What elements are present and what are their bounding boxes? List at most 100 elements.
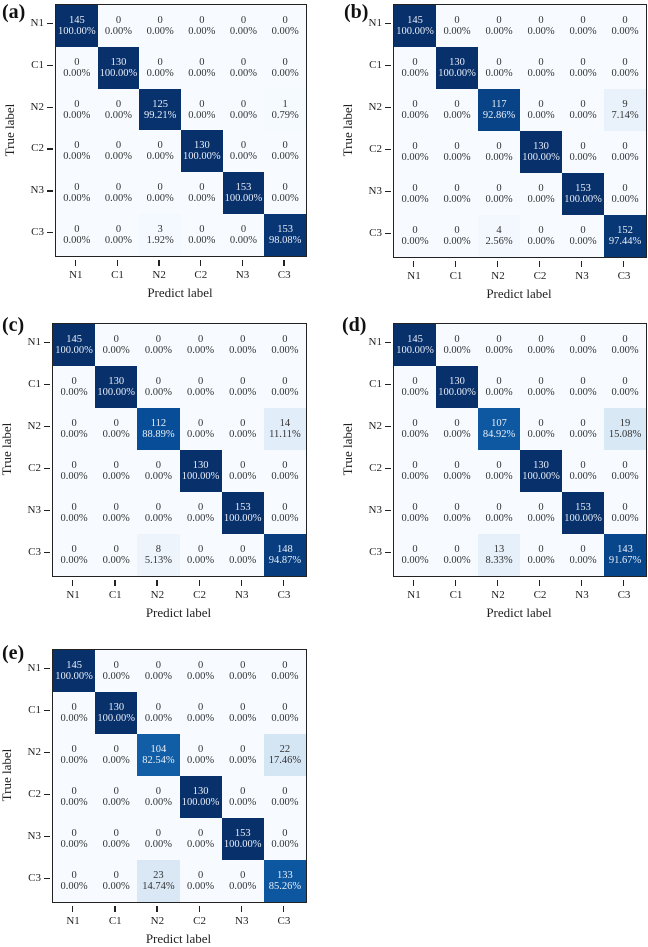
cell-count: 0 [412,544,418,555]
cell-percent: 0.00% [527,387,555,398]
cell-percent: 98.08% [268,235,302,247]
cell-count: 0 [282,140,288,152]
cell-count: 0 [157,182,163,194]
matrix-cell: 0 0.00% [53,692,96,734]
cell-percent: 100.00% [183,151,221,163]
cell-count: 0 [199,14,205,26]
matrix-cell: 0 0.00% [604,324,646,366]
matrix-cell: 130 100.00% [181,130,223,173]
y-tick-label: N3 [18,184,53,196]
cell-count: 130 [193,140,210,152]
matrix-cell: 0 0.00% [604,5,646,47]
matrix-cell: 0 0.00% [478,131,520,173]
matrix-cell: 112 88.89% [137,408,180,450]
cell-percent: 0.00% [229,151,258,163]
cell-count: 0 [155,786,162,797]
x-tick-label: N2 [144,260,174,281]
matrix-cell: 0 0.00% [436,173,478,215]
cell-percent: 0.00% [144,345,172,356]
heatmap-grid: 145 100.00% 0 0.00% 0 0.00% 0 0.00% 0 0.00% 0 0.00%… [394,324,646,576]
matrix-cell: 0 0.00% [137,492,180,534]
cell-count: 130 [192,786,209,797]
x-tick-label: N1 [399,261,429,282]
cell-percent: 0.00% [485,345,513,356]
cell-percent: 0.00% [271,513,299,524]
cell-count: 0 [197,870,204,881]
cell-percent: 0.00% [104,193,133,205]
cell-count: 0 [580,334,586,345]
cell-percent: 0.00% [443,26,471,37]
matrix-cell: 0 0.00% [221,450,264,492]
cell-count: 0 [240,418,246,429]
matrix-cell: 0 0.00% [221,776,264,818]
cell-percent: 0.00% [569,152,597,163]
cell-percent: 100.00% [522,152,560,163]
matrix-cell: 0 0.00% [520,89,562,131]
matrix-cell: 0 0.00% [53,860,96,902]
cell-percent: 0.00% [188,109,216,121]
y-tick-label: C2 [356,143,391,155]
matrix-cell: 0 0.00% [394,173,436,215]
cell-percent: 2.56% [485,236,513,247]
cell-percent: 0.00% [229,797,257,808]
x-tick-label: N3 [227,906,257,927]
cell-count: 0 [412,376,418,387]
matrix-cell: 0 0.00% [181,172,223,215]
matrix-cell: 0 0.00% [53,408,96,450]
matrix-cell: 0 0.00% [562,324,604,366]
matrix-cell: 0 0.00% [562,215,604,257]
y-tick-label: C3 [15,546,50,558]
cell-percent: 0.00% [485,68,513,79]
cell-percent: 8.33% [485,555,513,566]
matrix-cell: 130 100.00% [95,366,138,408]
cell-count: 0 [622,183,628,194]
cell-percent: 0.00% [443,345,471,356]
cell-percent: 0.00% [443,236,471,247]
heatmap-frame: 145 100.00% 0 0.00% 0 0.00% 0 0.00% 0 0.00% 0 0.00%… [393,4,647,258]
cell-percent: 0.00% [60,839,88,850]
heatmap-grid: 145 100.00% 0 0.00% 0 0.00% 0 0.00% 0 0.00% 0 0.00%… [56,5,306,256]
cell-percent: 0.00% [569,236,597,247]
cell-percent: 0.00% [144,387,172,398]
cell-percent: 0.00% [401,152,429,163]
cell-count: 0 [113,744,119,755]
matrix-cell: 0 0.00% [95,776,138,818]
matrix-cell: 145 100.00% [394,324,436,366]
cell-count: 0 [538,334,544,345]
matrix-cell: 13 8.33% [478,534,520,576]
y-tick-label: C3 [356,546,391,558]
cell-count: 145 [407,15,423,26]
cell-percent: 0.00% [443,429,471,440]
cell-percent: 0.00% [271,713,299,724]
cell-percent: 100.00% [564,194,602,205]
matrix-cell: 0 0.00% [139,5,181,47]
matrix-cell: 153 100.00% [562,492,604,534]
matrix-cell: 145 100.00% [394,5,436,47]
cell-percent: 0.00% [229,671,257,682]
cell-count: 104 [150,744,167,755]
cell-percent: 0.00% [401,429,429,440]
cell-percent: 1.92% [146,235,174,247]
matrix-cell: 0 0.00% [222,46,265,89]
panel-tag: (d) [342,314,367,336]
cell-count: 0 [197,418,204,429]
cell-count: 0 [454,99,460,110]
matrix-cell: 0 0.00% [604,173,646,215]
matrix-cell: 14 11.11% [263,408,306,450]
cell-percent: 0.00% [60,797,88,808]
matrix-cell: 0 0.00% [394,47,436,89]
cell-count: 0 [157,14,163,26]
cell-percent: 0.00% [60,513,88,524]
cell-percent: 0.00% [485,471,513,482]
matrix-cell: 0 0.00% [95,734,138,776]
matrix-cell: 3 1.92% [139,214,181,256]
cell-count: 0 [580,141,586,152]
cell-count: 0 [71,502,77,513]
cell-count: 0 [115,224,122,236]
matrix-cell: 0 0.00% [221,408,264,450]
cell-count: 117 [491,99,507,110]
cell-percent: 0.00% [271,387,299,398]
cell-percent: 0.00% [229,387,257,398]
cell-count: 0 [240,870,246,881]
cell-count: 130 [449,376,465,387]
